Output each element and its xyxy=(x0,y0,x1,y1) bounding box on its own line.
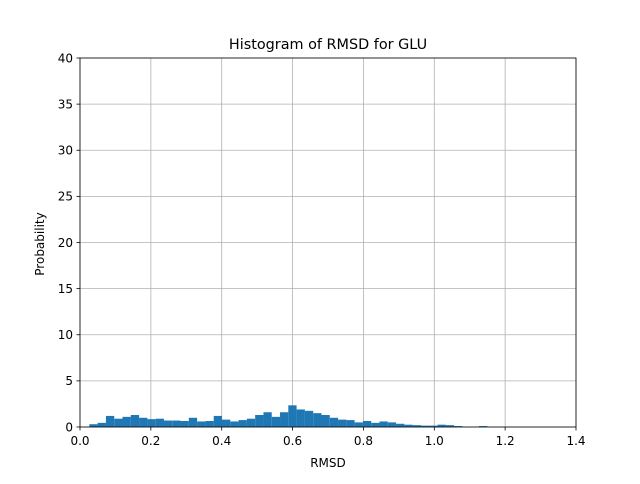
grid-lines xyxy=(79,57,577,428)
histogram-bar xyxy=(396,423,405,427)
histogram-bar xyxy=(205,421,214,427)
histogram-bar xyxy=(445,425,455,427)
y-tick-label: 20 xyxy=(58,236,73,250)
histogram-bar xyxy=(97,422,106,427)
histogram-bar xyxy=(288,405,297,427)
histogram-bar xyxy=(130,415,140,427)
histogram-bar xyxy=(296,409,305,427)
x-tick-label: 0.0 xyxy=(70,434,89,448)
histogram-bar xyxy=(263,412,272,427)
histogram-bar xyxy=(197,421,206,427)
x-axis-label: RMSD xyxy=(310,456,346,470)
histogram-bar xyxy=(346,420,355,427)
x-tick-label: 0.8 xyxy=(354,434,373,448)
y-axis-label: Probability xyxy=(33,212,47,275)
histogram-bar xyxy=(304,410,314,427)
histogram-bar xyxy=(404,424,413,427)
histogram-bar xyxy=(188,417,198,427)
histogram-bar xyxy=(454,426,463,427)
histogram-bar xyxy=(329,417,339,427)
x-tick-label: 1.2 xyxy=(496,434,515,448)
y-tick-label: 15 xyxy=(58,282,73,296)
y-tick-label: 10 xyxy=(58,328,73,342)
histogram-bar xyxy=(163,420,173,427)
histogram-bar xyxy=(387,422,397,427)
histogram-bar xyxy=(412,425,421,427)
x-tick-label: 1.0 xyxy=(425,434,444,448)
histogram-bar xyxy=(429,425,438,427)
histogram-bar xyxy=(354,422,363,427)
histogram-bar xyxy=(313,413,322,427)
histogram-bar xyxy=(89,424,98,427)
histogram-bar xyxy=(213,415,222,427)
histogram-bar xyxy=(379,421,388,427)
histogram-bar xyxy=(230,421,239,427)
histogram-bar xyxy=(437,424,446,427)
histogram-bar xyxy=(105,415,115,427)
histogram-bar xyxy=(221,419,231,427)
histogram-bar xyxy=(280,412,289,427)
y-tick-label: 30 xyxy=(58,144,73,158)
y-tick-label: 35 xyxy=(58,97,73,111)
histogram-bar xyxy=(321,415,330,427)
histogram-bar xyxy=(172,420,181,427)
histogram-bar xyxy=(180,421,189,427)
histogram-bar xyxy=(371,422,380,427)
y-tick-label: 25 xyxy=(58,190,73,204)
y-tick-label: 5 xyxy=(65,374,73,388)
histogram-bar xyxy=(246,418,256,427)
histogram-bar xyxy=(255,415,264,427)
histogram-bars xyxy=(89,405,488,427)
x-tick-label: 1.4 xyxy=(566,434,585,448)
histogram-bar xyxy=(114,418,123,427)
histogram-bar xyxy=(338,419,347,427)
histogram-bar xyxy=(362,421,372,427)
y-tick-label: 40 xyxy=(58,51,73,65)
histogram-bar xyxy=(155,418,164,427)
histogram-bar xyxy=(122,416,131,427)
histogram-bar xyxy=(139,417,148,427)
histogram-bar xyxy=(478,426,488,427)
x-tick-label: 0.2 xyxy=(141,434,160,448)
x-tick-label: 0.6 xyxy=(283,434,302,448)
axis-ticks: 0.0 0.2 0.4 0.6 0.8 1.0 1.2 1.4 0 5 10 15 20 25 30 35 40 xyxy=(58,51,586,448)
y-tick-label: 0 xyxy=(65,420,73,434)
histogram-bar xyxy=(420,425,430,427)
histogram-bar xyxy=(271,416,281,427)
histogram-bar xyxy=(238,420,247,427)
histogram-bar xyxy=(147,419,156,427)
chart-title: Histogram of RMSD for GLU xyxy=(229,37,427,53)
x-tick-label: 0.4 xyxy=(212,434,231,448)
